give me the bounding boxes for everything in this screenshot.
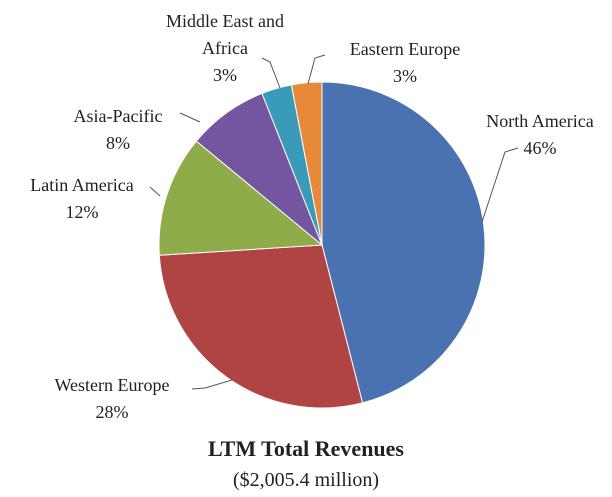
slice-name: North America — [486, 111, 594, 131]
slice-name: Western Europe — [54, 375, 170, 395]
leader-line — [261, 57, 281, 89]
slice-name: Eastern Europe — [349, 39, 461, 59]
slice-name: Asia-Pacific — [73, 106, 163, 126]
pie-slice — [158, 140, 324, 256]
chart-title: LTM Total Revenues — [207, 436, 404, 461]
pie-slice — [158, 244, 364, 409]
chart-subtitle: ($2,005.4 million) — [232, 469, 380, 491]
slice-label: Middle East and Africa 3% — [155, 8, 295, 89]
slice-name: Middle East and Africa — [166, 11, 284, 58]
pie-slice — [290, 81, 323, 246]
slice-percent: 3% — [392, 66, 417, 86]
slice-percent: 8% — [106, 133, 130, 153]
pie-slice — [321, 81, 486, 404]
slice-label: Latin America 12% — [30, 172, 133, 226]
leader-line — [307, 54, 326, 85]
slice-name: Latin America — [30, 175, 134, 195]
slice-label: North America 46% — [486, 108, 593, 162]
leader-line — [481, 147, 519, 223]
slice-label: Eastern Europe 3% — [350, 36, 460, 90]
leader-line — [179, 112, 201, 123]
slice-percent: 12% — [65, 202, 99, 222]
slice-percent: 46% — [523, 138, 557, 158]
leader-line — [191, 379, 233, 390]
leader-line — [149, 186, 161, 197]
slice-label: Western Europe 28% — [54, 372, 169, 426]
slice-percent: 28% — [95, 402, 129, 422]
slice-percent: 3% — [213, 65, 237, 85]
slice-label: Asia-Pacific 8% — [74, 103, 163, 157]
